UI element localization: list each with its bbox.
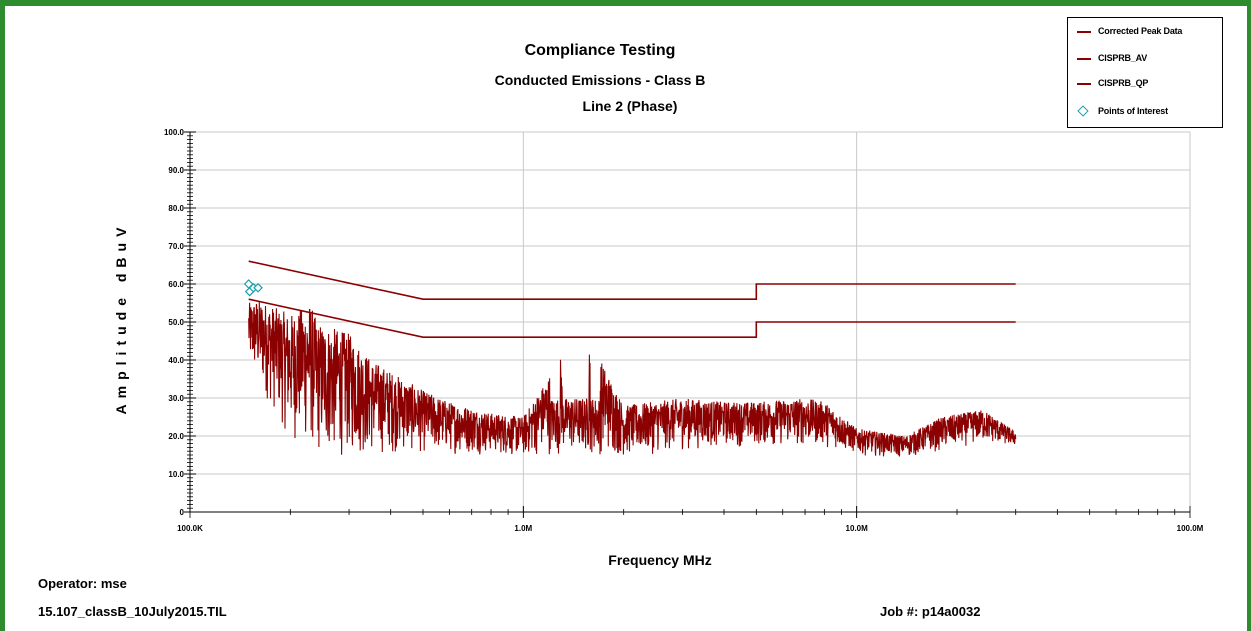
y-tick-label: 60.0 xyxy=(168,280,184,289)
point-of-interest-marker xyxy=(253,282,263,293)
x-tick-label: 100.0K xyxy=(177,524,203,533)
y-axis-label: Amplitude dBuV xyxy=(113,221,129,415)
legend: Corrected Peak Data CISPRB_AV CISPRB_QP … xyxy=(1067,17,1223,128)
chart-subtitle: Conducted Emissions - Class B xyxy=(494,72,706,88)
series-cisprb-qp xyxy=(248,260,1016,301)
legend-label: Corrected Peak Data xyxy=(1098,26,1183,36)
x-tick-label: 1.0M xyxy=(514,524,532,533)
legend-label: Points of Interest xyxy=(1098,106,1168,116)
legend-swatch-line xyxy=(1077,58,1091,60)
chart-subtitle-line: Line 2 (Phase) xyxy=(582,98,678,114)
file-name: 15.107_classB_10July2015.TIL xyxy=(38,604,227,619)
legend-swatch-line xyxy=(1077,31,1091,33)
legend-item-cisprb-av: CISPRB_AV xyxy=(1068,51,1222,69)
legend-label: CISPRB_AV xyxy=(1098,53,1148,63)
series-corrected-peak-data xyxy=(248,301,1017,457)
legend-swatch-line xyxy=(1077,83,1091,85)
series-cisprb-av xyxy=(248,298,1016,339)
x-tick-label: 10.0M xyxy=(846,524,869,533)
y-tick-label: 20.0 xyxy=(168,432,184,441)
operator-label: Operator: mse xyxy=(38,576,127,591)
y-tick-label: 90.0 xyxy=(168,166,184,175)
y-tick-label: 30.0 xyxy=(168,394,184,403)
legend-item-cisprb-qp: CISPRB_QP xyxy=(1068,76,1222,94)
y-tick-label: 10.0 xyxy=(168,470,184,479)
y-tick-label: 70.0 xyxy=(168,242,184,251)
y-tick-label: 100.0 xyxy=(164,128,185,137)
x-tick-label: 100.0M xyxy=(1177,524,1204,533)
y-tick-label: 50.0 xyxy=(168,318,184,327)
y-tick-label: 80.0 xyxy=(168,204,184,213)
legend-item-corrected-peak: Corrected Peak Data xyxy=(1068,24,1222,42)
legend-item-points-of-interest: Points of Interest xyxy=(1068,104,1222,122)
chart-title: Compliance Testing xyxy=(524,42,676,59)
job-number: Job #: p14a0032 xyxy=(880,604,981,619)
y-tick-label: 40.0 xyxy=(168,356,184,365)
legend-label: CISPRB_QP xyxy=(1098,78,1149,88)
x-axis-label: Frequency MHz xyxy=(608,552,712,568)
y-tick-label: 0 xyxy=(180,508,185,517)
